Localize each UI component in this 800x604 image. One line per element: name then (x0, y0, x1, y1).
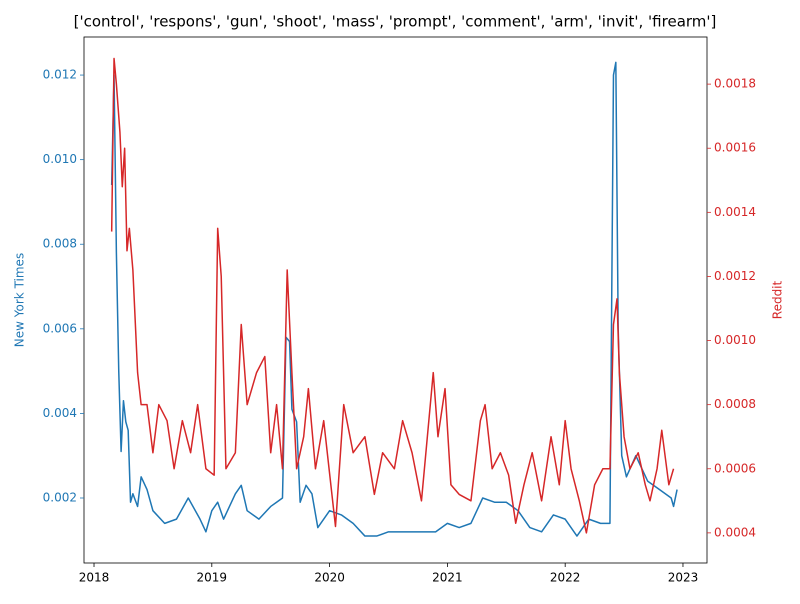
y2-tick-label: 0.0014 (714, 205, 756, 219)
x-tick-label: 2021 (432, 571, 463, 585)
x-tick-label: 2022 (550, 571, 581, 585)
y-tick-label: 0.004 (43, 406, 77, 420)
y2-tick-label: 0.0006 (714, 461, 756, 475)
plot-frame (83, 36, 708, 564)
y2-axis-label: Reddit (771, 280, 785, 319)
data-line (110, 57, 675, 534)
x-tick-label: 2018 (79, 571, 110, 585)
y-tick-label: 0.002 (43, 490, 77, 504)
data-line (110, 61, 678, 537)
x-tick-label: 2023 (668, 571, 699, 585)
y2-tick-label: 0.0016 (714, 141, 756, 155)
y-axis-label: New York Times (13, 253, 27, 347)
y-tick-label: 0.012 (43, 68, 77, 82)
y-tick-label: 0.006 (43, 321, 77, 335)
y2-tick-label: 0.0018 (714, 77, 756, 91)
x-tick-label: 2020 (314, 571, 345, 585)
chart-title: ['control', 'respons', 'gun', 'shoot', '… (74, 13, 717, 31)
y-tick-label: 0.010 (43, 152, 77, 166)
y-tick-label: 0.008 (43, 237, 77, 251)
y2-tick-label: 0.0008 (714, 397, 756, 411)
y2-tick-label: 0.0010 (714, 333, 756, 347)
y2-tick-label: 0.0012 (714, 269, 756, 283)
x-tick-label: 2019 (197, 571, 228, 585)
y2-tick-label: 0.0004 (714, 525, 756, 539)
